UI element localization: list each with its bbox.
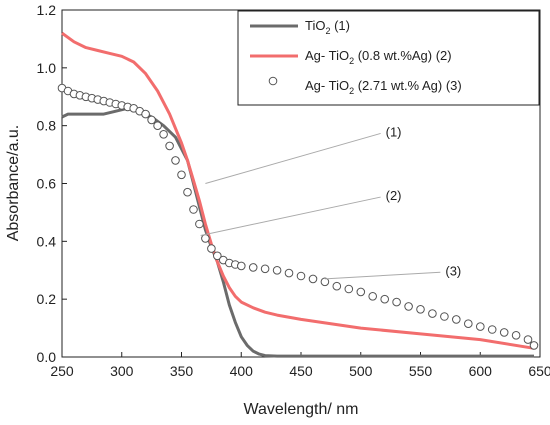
y-tick-label: 0.4 (37, 233, 57, 249)
y-tick-label: 1.2 (37, 2, 57, 18)
series-3-point (248, 263, 258, 272)
x-tick-label: 550 (409, 363, 433, 379)
series-3-point (523, 335, 533, 344)
series-layer (57, 31, 539, 358)
legend-swatch-3 (268, 76, 278, 86)
series-3-point (165, 141, 174, 151)
series-3-point (428, 309, 437, 318)
series-3-point (356, 287, 366, 297)
series-3-point (171, 156, 180, 165)
series-3-point (153, 121, 162, 130)
series-3-point (416, 305, 425, 314)
series-3-point (464, 319, 473, 329)
series-3-point (344, 284, 354, 294)
annotation-leader (324, 271, 441, 280)
annotation-leader (205, 132, 381, 184)
series-3-point (272, 266, 282, 275)
annotations: (1) (2) (3) (200, 124, 461, 280)
y-tick-label: 0.8 (37, 118, 57, 134)
series-3-point (380, 294, 390, 304)
series-3-point (159, 130, 168, 139)
y-axis-title: Absorbance/a.u. (5, 125, 22, 242)
y-tick-label: 1.0 (37, 60, 57, 76)
series-3-point (476, 322, 485, 331)
x-tick-label: 350 (170, 363, 194, 379)
series-3-point (284, 268, 294, 278)
series-3-point (440, 312, 449, 321)
series-3-point (499, 328, 509, 337)
y-tick-label: 0.6 (37, 176, 57, 192)
series-3-point (529, 341, 539, 350)
annotation-leader (200, 196, 381, 237)
series-3-point (201, 234, 210, 243)
series-3-point (487, 325, 497, 334)
series-3-point (183, 187, 192, 197)
series-3-point (296, 271, 306, 281)
series-3-point (320, 277, 330, 287)
series-3-point (141, 109, 150, 119)
series-3-point (511, 331, 521, 340)
series-3-point (404, 302, 413, 311)
series-3-point (147, 115, 156, 125)
series-3-point (207, 244, 216, 253)
series-3-point (189, 205, 198, 214)
x-tick-label: 400 (230, 363, 254, 379)
series-3-point (452, 315, 461, 324)
axes: 250 300 350 400 450 500 550 600 650 0.0 0.2 0.4 0.6 0… (37, 2, 550, 379)
series-3-point (332, 281, 342, 291)
series-3-point (260, 264, 270, 274)
legend: TiO2 (1) Ag- TiO2 (0.8 wt.%Ag) (2) Ag- TiO… (237, 10, 540, 106)
annotation-label: (3) (445, 263, 461, 278)
y-tick-label: 0.0 (37, 349, 57, 365)
legend-label-2: Ag- TiO2 (0.8 wt.%Ag) (2) (305, 48, 452, 66)
x-tick-label: 300 (110, 363, 134, 379)
y-tick-label: 0.2 (37, 291, 57, 307)
legend-label-3: Ag- TiO2 (2.71 wt.% Ag) (3) (305, 78, 462, 96)
x-tick-label: 600 (469, 363, 493, 379)
annotation-label: (2) (386, 188, 402, 203)
series-3-point (177, 170, 186, 180)
x-axis-title: Wavelength/ nm (243, 401, 358, 418)
x-tick-label: 250 (50, 363, 74, 379)
series-3-point (368, 292, 378, 301)
series-line-2 (61, 31, 535, 350)
series-3-point (195, 219, 204, 229)
series-3-point (392, 297, 401, 307)
series-3-point (308, 274, 318, 284)
annotation-label: (1) (386, 124, 402, 139)
legend-label-1: TiO2 (1) (305, 18, 350, 36)
series-3-point (237, 261, 246, 271)
x-tick-label: 500 (349, 363, 373, 379)
x-tick-label: 650 (528, 363, 550, 379)
x-tick-label: 450 (289, 363, 313, 379)
series-3-point (213, 251, 222, 261)
